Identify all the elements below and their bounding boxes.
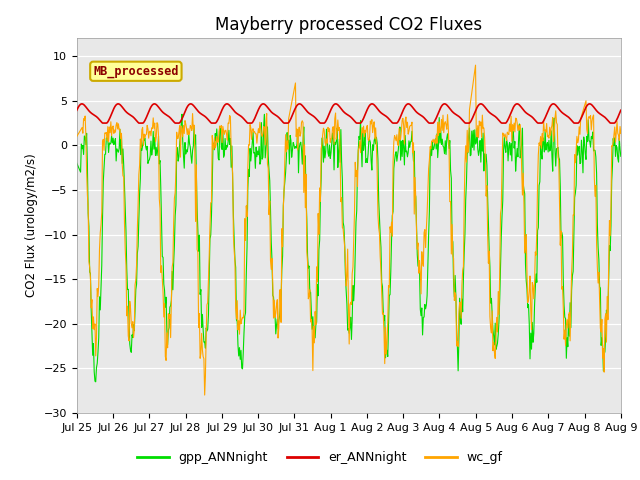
er_ANNnight <box>140 120 147 126</box>
er_ANNnight <box>477 101 484 107</box>
gpp_ANNnight <box>224 139 232 144</box>
wc_gf <box>223 137 231 143</box>
er_ANNnight <box>195 109 202 115</box>
er_ANNnight <box>617 108 625 113</box>
wc_gf <box>73 133 81 139</box>
wc_gf <box>416 258 424 264</box>
gpp_ANNnight <box>433 146 440 152</box>
wc_gf <box>617 131 625 136</box>
gpp_ANNnight <box>92 379 100 384</box>
gpp_ANNnight <box>196 232 204 238</box>
gpp_ANNnight <box>178 111 186 117</box>
gpp_ANNnight <box>617 154 625 159</box>
gpp_ANNnight <box>83 131 90 136</box>
gpp_ANNnight <box>417 307 424 312</box>
wc_gf <box>194 249 202 255</box>
Y-axis label: CO2 Flux (urology/m2/s): CO2 Flux (urology/m2/s) <box>25 154 38 298</box>
er_ANNnight <box>431 117 439 122</box>
wc_gf <box>139 124 147 130</box>
Legend: gpp_ANNnight, er_ANNnight, wc_gf: gpp_ANNnight, er_ANNnight, wc_gf <box>132 446 508 469</box>
Line: gpp_ANNnight: gpp_ANNnight <box>77 114 621 382</box>
er_ANNnight <box>223 101 231 107</box>
Line: wc_gf: wc_gf <box>77 65 621 395</box>
Line: er_ANNnight: er_ANNnight <box>77 104 621 123</box>
wc_gf <box>431 141 439 147</box>
wc_gf <box>83 169 90 175</box>
gpp_ANNnight <box>140 137 147 143</box>
wc_gf <box>472 62 479 68</box>
gpp_ANNnight <box>73 160 81 166</box>
er_ANNnight <box>73 108 81 113</box>
Title: Mayberry processed CO2 Fluxes: Mayberry processed CO2 Fluxes <box>215 16 483 34</box>
er_ANNnight <box>83 105 90 111</box>
Text: MB_processed: MB_processed <box>93 65 179 78</box>
er_ANNnight <box>416 111 424 117</box>
wc_gf <box>201 392 209 398</box>
er_ANNnight <box>99 120 107 126</box>
